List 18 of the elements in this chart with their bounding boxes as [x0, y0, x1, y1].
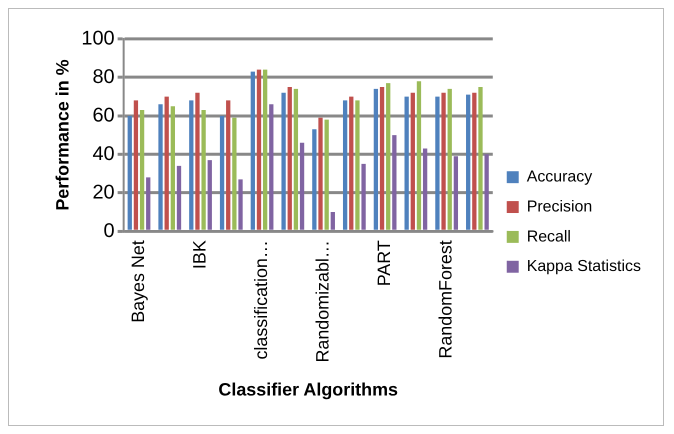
- y-axis-title: Performance in %: [52, 59, 73, 211]
- y-tick-label: 80: [92, 66, 115, 88]
- y-tick-label: 20: [92, 181, 115, 204]
- x-tick-label: classification…: [251, 240, 272, 360]
- x-axis-title: Classifier Algorithms: [218, 379, 398, 400]
- y-tick-label: 0: [104, 220, 115, 242]
- y-tick-label: 40: [92, 142, 115, 165]
- x-tick-label: PART: [374, 240, 394, 286]
- x-tick-label: Bayes Net: [128, 240, 148, 323]
- y-tick-label: 60: [92, 104, 115, 126]
- x-tick-label: Randomizabl…: [312, 240, 333, 363]
- legend-label: Precision: [526, 198, 592, 216]
- y-tick-label: 100: [81, 27, 115, 50]
- legend-label: Recall: [526, 228, 571, 246]
- legend-label: Accuracy: [526, 168, 592, 186]
- x-tick-label: RandomForest: [436, 240, 456, 359]
- x-tick-label: IBK: [189, 240, 210, 270]
- legend-label: Kappa Statistics: [526, 258, 641, 276]
